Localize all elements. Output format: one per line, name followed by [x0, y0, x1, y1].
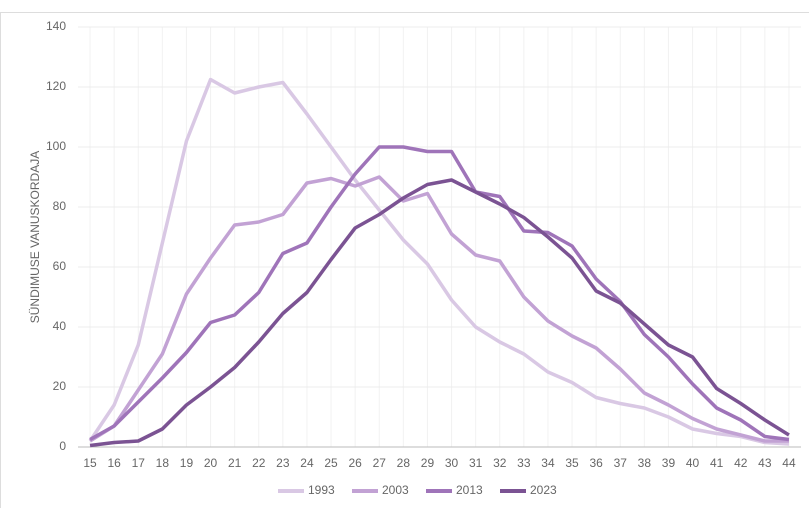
y-tick-label: 80	[53, 199, 67, 213]
y-tick-label: 0	[59, 439, 66, 453]
x-tick-label: 32	[493, 456, 507, 470]
x-tick-label: 42	[734, 456, 748, 470]
series-line	[89, 145, 790, 442]
x-tick-label: 39	[662, 456, 676, 470]
x-tick-label: 37	[614, 456, 628, 470]
x-tick-label: 21	[228, 456, 242, 470]
legend-label: 2003	[382, 483, 409, 497]
x-tick-label: 33	[517, 456, 531, 470]
x-tick-label: 18	[156, 456, 170, 470]
x-tick-label: 43	[758, 456, 772, 470]
x-tick-label: 34	[541, 456, 555, 470]
y-tick-label: 120	[46, 79, 66, 93]
x-tick-label: 40	[686, 456, 700, 470]
series-line	[88, 77, 790, 446]
x-tick-label: 19	[180, 456, 194, 470]
legend-label: 2023	[530, 483, 557, 497]
legend-label: 1993	[308, 483, 335, 497]
x-tick-label: 30	[445, 456, 459, 470]
x-tick-label: 24	[300, 456, 314, 470]
x-tick-label: 17	[132, 456, 146, 470]
x-tick-label: 23	[276, 456, 290, 470]
x-tick-label: 36	[589, 456, 603, 470]
card-border	[0, 12, 809, 508]
x-tick-label: 29	[421, 456, 435, 470]
x-tick-label: 22	[252, 456, 266, 470]
x-tick-label: 25	[324, 456, 338, 470]
y-tick-label: 40	[53, 319, 67, 333]
y-tick-label: 20	[53, 379, 67, 393]
x-tick-label: 16	[107, 456, 121, 470]
y-axis-label: SÜNDIMUSE VANUSKORDAJA	[28, 151, 42, 323]
legend-label: 2013	[456, 483, 483, 497]
x-tick-label: 38	[638, 456, 652, 470]
y-tick-label: 140	[46, 19, 66, 33]
x-tick-label: 20	[204, 456, 218, 470]
x-tick-label: 44	[782, 456, 796, 470]
x-tick-label: 41	[710, 456, 724, 470]
x-tick-label: 15	[83, 456, 97, 470]
x-tick-label: 31	[469, 456, 483, 470]
x-tick-label: 26	[348, 456, 362, 470]
series-line	[89, 178, 790, 448]
series-line	[89, 175, 789, 443]
y-tick-label: 100	[46, 139, 66, 153]
x-tick-label: 27	[373, 456, 387, 470]
x-tick-label: 28	[397, 456, 411, 470]
x-tick-label: 35	[565, 456, 579, 470]
y-tick-label: 60	[53, 259, 67, 273]
